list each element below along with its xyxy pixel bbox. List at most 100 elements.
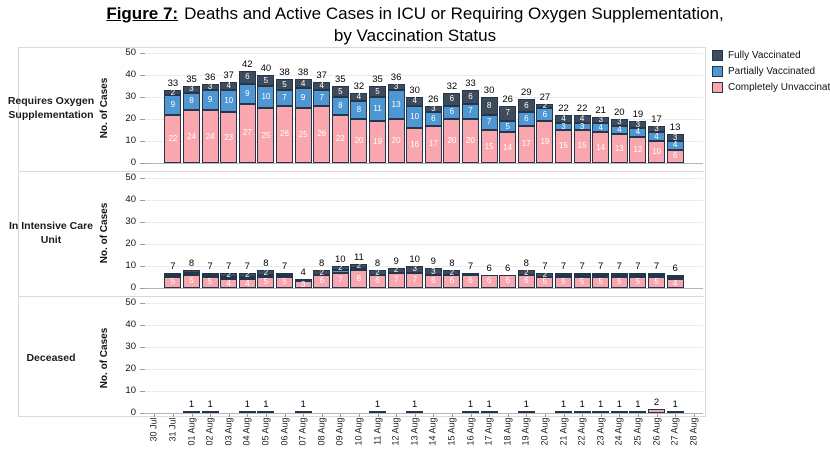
x-tick-label: 19 Aug bbox=[520, 417, 531, 446]
bar-total-label: 13 bbox=[669, 122, 681, 134]
y-tick-mark bbox=[140, 347, 145, 348]
bar-segment-partially-vaccinated: 7 bbox=[313, 90, 331, 106]
bar-segment-fully-vaccinated: 2 bbox=[350, 262, 368, 270]
y-tick-label: 50 bbox=[125, 297, 136, 308]
y-tick-mark bbox=[140, 369, 145, 370]
x-axis-line bbox=[145, 413, 703, 414]
bar-segment-partially-vaccinated: 10 bbox=[406, 105, 424, 128]
bar-segment-completely-unvaccinated: 20 bbox=[443, 118, 461, 163]
bar-total-label: 7 bbox=[635, 260, 641, 272]
bar-segment-fully-vaccinated: 3 bbox=[387, 83, 405, 91]
bar-segment-fully-vaccinated: 4 bbox=[573, 115, 591, 124]
bar-segment-partially-vaccinated: 4 bbox=[592, 123, 610, 133]
x-tick-label: 09 Aug bbox=[334, 417, 345, 446]
x-tick-mark bbox=[470, 414, 472, 417]
bar-segment-fully-vaccinated: 2 bbox=[536, 101, 554, 109]
x-tick-mark bbox=[377, 414, 379, 417]
bar-segment-partially-vaccinated bbox=[257, 274, 275, 277]
gridline bbox=[145, 97, 703, 98]
bar-segment-partially-vaccinated: 11 bbox=[369, 97, 386, 122]
bar-segment-fully-vaccinated: 2 bbox=[313, 268, 331, 276]
bar-total-label: 1 bbox=[207, 398, 213, 410]
bar-total-label: 26 bbox=[428, 93, 439, 105]
bar-segment-completely-unvaccinated: 5 bbox=[648, 276, 665, 288]
bar-segment-partially-vaccinated: 7 bbox=[276, 90, 293, 106]
bar-segment-fully-vaccinated: 3 bbox=[424, 267, 442, 275]
x-tick-mark bbox=[693, 414, 695, 417]
bar-segment-partially-vaccinated: 7 bbox=[480, 114, 498, 130]
bar-segment-fully-vaccinated: 3 bbox=[592, 116, 610, 124]
bar-segment-partially-vaccinated: 7 bbox=[462, 103, 479, 119]
bar-segment-completely-unvaccinated bbox=[555, 410, 572, 413]
y-tick-mark bbox=[140, 391, 145, 392]
bar-segment-partially-vaccinated: 6 bbox=[424, 112, 442, 126]
bar-total-label: 8 bbox=[374, 258, 381, 270]
bar-segment-fully-vaccinated: 6 bbox=[462, 90, 479, 104]
legend-label: Completely Unvaccinated bbox=[728, 82, 830, 93]
x-tick-mark bbox=[191, 414, 193, 417]
x-tick-mark bbox=[340, 414, 342, 417]
bar-segment-completely-unvaccinated: 5 bbox=[610, 276, 628, 288]
bar-total-label: 1 bbox=[523, 398, 529, 410]
bar-total-label: 1 bbox=[672, 398, 678, 410]
bar-total-label: 1 bbox=[263, 398, 269, 410]
stacked-bar: 3 bbox=[294, 279, 312, 288]
stacked-bar bbox=[592, 410, 610, 413]
legend-item-completely-unvaccinated: Completely Unvaccinated bbox=[712, 82, 830, 93]
x-tick-label: 08 Aug bbox=[316, 417, 327, 446]
x-tick-label: 16 Aug bbox=[465, 417, 475, 446]
bar-segment-fully-vaccinated: 4 bbox=[555, 115, 572, 124]
bar-segment-completely-unvaccinated bbox=[257, 410, 275, 413]
y-tick-label: 10 bbox=[125, 260, 136, 271]
bar-total-label: 7 bbox=[542, 260, 548, 272]
gridline bbox=[145, 325, 703, 326]
x-tick-mark bbox=[600, 414, 602, 417]
stacked-bar: 20 8 4 bbox=[350, 93, 368, 163]
bar-segment-fully-vaccinated: 2 bbox=[443, 268, 461, 276]
bar-total-label: 11 bbox=[353, 251, 364, 263]
figure-title-line1: Figure 7: Deaths and Active Cases in ICU … bbox=[0, 3, 830, 25]
x-tick-label: 20 Aug bbox=[539, 417, 550, 446]
bar-segment-partially-vaccinated: 9 bbox=[238, 83, 256, 104]
bar-segment-fully-vaccinated: 3 bbox=[183, 85, 200, 93]
stacked-bar: 5 bbox=[201, 272, 219, 288]
bar-segment-completely-unvaccinated: 5 bbox=[201, 276, 219, 288]
stacked-bar: 24 8 3 bbox=[183, 85, 200, 163]
panel-separator bbox=[18, 170, 704, 172]
bar-segment-fully-vaccinated: 6 bbox=[443, 92, 461, 106]
x-tick-label: 31 Jul bbox=[167, 417, 178, 442]
x-tick-mark bbox=[507, 414, 509, 417]
bar-segment-completely-unvaccinated: 23 bbox=[220, 112, 238, 163]
bar-total-label: 4 bbox=[300, 267, 306, 279]
stacked-bar: 26 7 5 bbox=[276, 79, 293, 163]
y-tick-label: 20 bbox=[125, 113, 136, 124]
x-tick-mark bbox=[396, 414, 398, 417]
gridline bbox=[145, 244, 703, 245]
bar-segment-completely-unvaccinated bbox=[406, 410, 424, 413]
stacked-bar: 19 6 2 bbox=[536, 101, 554, 163]
gridline bbox=[145, 266, 703, 267]
bar-segment-completely-unvaccinated: 7 bbox=[331, 272, 349, 288]
bar-total-label: 37 bbox=[223, 69, 234, 81]
x-tick-mark bbox=[154, 414, 156, 417]
bar-segment-completely-unvaccinated bbox=[201, 410, 219, 413]
bar-segment-fully-vaccinated: 2 bbox=[238, 270, 256, 278]
x-tick-label: 28 Aug bbox=[688, 417, 699, 446]
bar-total-label: 22 bbox=[558, 102, 569, 114]
gridline bbox=[145, 391, 703, 392]
bar-segment-fully-vaccinated: 3 bbox=[406, 265, 424, 273]
x-tick-label: 13 Aug bbox=[409, 417, 420, 446]
bar-segment-completely-unvaccinated: 5 bbox=[276, 276, 293, 288]
stacked-bar: 6 bbox=[480, 274, 498, 288]
bar-segment-completely-unvaccinated: 26 bbox=[276, 105, 293, 163]
bar-segment-partially-vaccinated: 8 bbox=[331, 97, 349, 115]
bar-total-label: 7 bbox=[226, 260, 232, 272]
y-tick-label: 10 bbox=[125, 385, 136, 396]
x-tick-mark bbox=[656, 414, 658, 417]
x-tick-label: 18 Aug bbox=[502, 417, 513, 446]
